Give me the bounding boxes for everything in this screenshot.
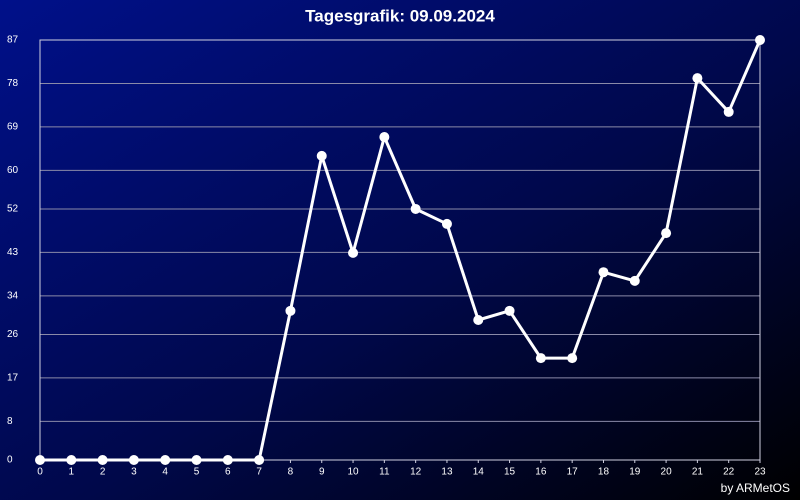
data-point — [692, 73, 703, 84]
data-point — [285, 305, 296, 316]
x-tick-label: 11 — [379, 467, 390, 478]
x-tick-label: 14 — [473, 467, 485, 478]
x-tick-label: 9 — [319, 467, 325, 478]
data-point — [441, 218, 452, 229]
x-tick-label: 5 — [194, 467, 200, 478]
data-point — [410, 203, 421, 214]
x-tick-label: 6 — [225, 467, 231, 478]
x-tick-label: 18 — [598, 467, 610, 478]
x-tick-label: 10 — [347, 467, 359, 478]
data-point — [254, 455, 265, 465]
x-tick-label: 1 — [69, 467, 75, 478]
data-point — [504, 305, 515, 316]
y-tick-label: 69 — [7, 122, 19, 133]
x-tick-label: 20 — [661, 467, 673, 478]
data-point — [191, 455, 202, 465]
data-point — [35, 455, 45, 465]
data-point — [348, 247, 359, 258]
x-tick-label: 23 — [754, 467, 766, 478]
y-tick-label: 78 — [7, 78, 19, 89]
series-line — [40, 39, 762, 462]
y-tick-label: 17 — [7, 373, 19, 384]
data-point — [598, 267, 609, 278]
x-tick-label: 21 — [692, 467, 704, 478]
data-point — [379, 132, 390, 143]
y-tick-label: 43 — [7, 247, 19, 258]
y-tick-label: 87 — [7, 35, 19, 46]
credit: by ARMetOS — [721, 481, 790, 495]
y-tick-label: 60 — [7, 165, 19, 176]
data-point — [128, 455, 139, 465]
data-point — [316, 150, 327, 161]
data-point — [755, 35, 765, 45]
data-point — [222, 455, 233, 465]
data-point — [567, 353, 578, 364]
y-tick-label: 52 — [7, 204, 19, 215]
y-tick-label: 8 — [7, 416, 13, 427]
data-point — [723, 106, 734, 117]
y-tick-label: 34 — [7, 291, 19, 302]
y-tick-label: 0 — [7, 455, 13, 466]
x-tick-label: 0 — [37, 467, 43, 478]
x-tick-label: 4 — [162, 467, 168, 478]
data-point — [66, 455, 77, 465]
data-point — [160, 455, 171, 465]
data-point — [661, 228, 672, 239]
x-tick-label: 17 — [567, 467, 579, 478]
x-tick-label: 3 — [131, 467, 137, 478]
x-tick-label: 22 — [723, 467, 735, 478]
data-point — [629, 275, 640, 286]
x-tick-label: 2 — [100, 467, 106, 478]
data-point — [97, 455, 108, 465]
y-tick-label: 26 — [7, 329, 19, 340]
x-tick-label: 7 — [256, 467, 262, 478]
chart-title: Tagesgrafik: 09.09.2024 — [305, 6, 495, 25]
data-point — [535, 353, 546, 364]
plot-border — [39, 39, 761, 461]
x-tick-label: 15 — [504, 467, 516, 478]
x-tick-label: 12 — [410, 467, 422, 478]
x-tick-label: 8 — [288, 467, 294, 478]
data-point — [473, 315, 484, 325]
x-tick-label: 19 — [629, 467, 641, 478]
x-tick-label: 13 — [441, 467, 453, 478]
x-tick-label: 16 — [535, 467, 547, 478]
